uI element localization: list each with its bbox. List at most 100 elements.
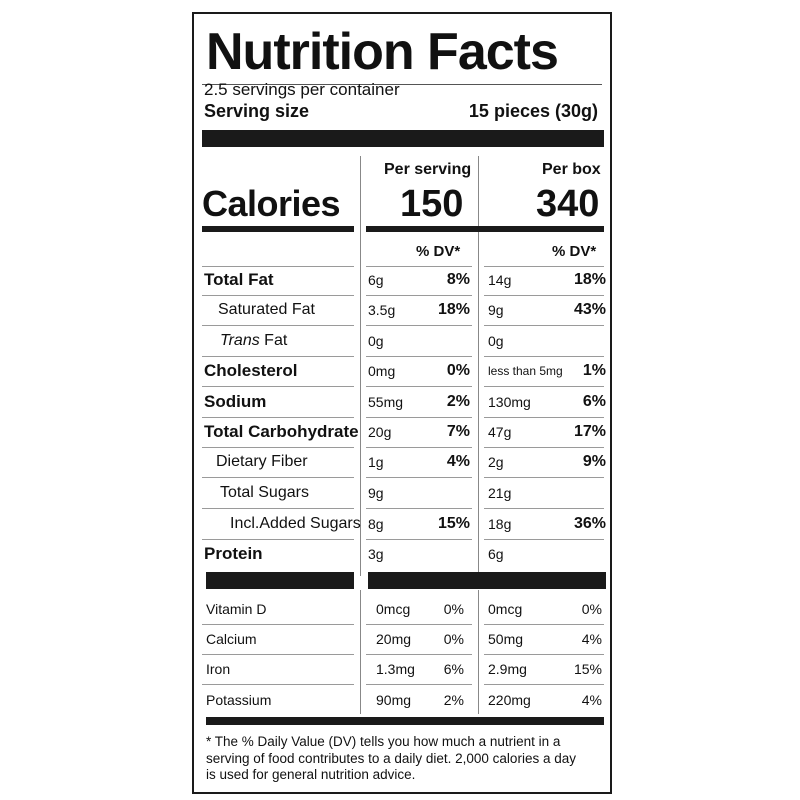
column-divider-left bbox=[360, 156, 361, 576]
row-divider bbox=[202, 356, 354, 357]
vitamin-box-dv: 4% bbox=[581, 692, 602, 708]
vitamin-box-amount: 220mg bbox=[488, 692, 531, 708]
nutrient-box-amount: 18g bbox=[488, 516, 512, 532]
calories-label: Calories bbox=[202, 183, 341, 224]
row-divider bbox=[366, 266, 472, 267]
row-divider bbox=[202, 624, 354, 625]
nutrient-name-italic: Trans bbox=[220, 332, 260, 349]
nutrient-serving-dv: 15% bbox=[437, 515, 470, 532]
nutrient-name-text: Sodium bbox=[204, 392, 267, 411]
thick-divider-bottom bbox=[206, 717, 604, 725]
vitamin-box-dv: 0% bbox=[581, 601, 602, 617]
nutrient-name-text: Total Sugars bbox=[220, 484, 309, 501]
vitamin-name: Vitamin D bbox=[206, 601, 267, 617]
row-divider bbox=[366, 447, 472, 448]
vitamin-serving-amount: 20mg bbox=[376, 631, 412, 647]
nutrient-name: Total Carbohydrate bbox=[204, 422, 359, 442]
nutrient-name-text: Saturated Fat bbox=[218, 301, 315, 318]
nutrient-name-text: Dietary Fiber bbox=[216, 453, 308, 470]
column-divider-left-vitamins bbox=[360, 590, 361, 714]
serving-size-label: Serving size bbox=[204, 101, 310, 121]
nutrient-serving-amount: 20g bbox=[368, 424, 392, 440]
row-divider bbox=[366, 654, 472, 655]
row-divider bbox=[366, 508, 472, 509]
nutrient-box-dv: 18% bbox=[573, 271, 606, 288]
nutrient-serving-amount: 8g bbox=[368, 516, 384, 532]
vitamin-serving-dv: 6% bbox=[443, 661, 464, 677]
nutrient-serving-dv: 0% bbox=[446, 362, 470, 379]
title-rule bbox=[202, 84, 602, 85]
vitamin-box-amount: 2.9mg bbox=[488, 661, 527, 677]
row-divider bbox=[202, 684, 354, 685]
nutrient-box-dv: 17% bbox=[573, 423, 606, 440]
nutrient-name: Total Sugars bbox=[220, 483, 309, 503]
nutrient-box-amount: 0g bbox=[488, 333, 504, 349]
nutrient-serving-dv: 2% bbox=[446, 393, 470, 410]
footnote: * The % Daily Value (DV) tells you how m… bbox=[206, 734, 576, 782]
nutrient-box-amount: 14g bbox=[488, 272, 512, 288]
calories-rule bbox=[202, 226, 354, 232]
row-divider bbox=[484, 684, 604, 685]
nutrient-name: Incl.Added Sugars bbox=[230, 514, 361, 534]
row-divider bbox=[366, 684, 472, 685]
vitamin-serving-dv: 2% bbox=[443, 692, 464, 708]
column-divider-right-vitamins bbox=[478, 590, 479, 714]
row-divider bbox=[484, 386, 604, 387]
row-divider bbox=[366, 477, 472, 478]
nutrient-name-text: Protein bbox=[204, 544, 263, 563]
row-divider bbox=[366, 356, 472, 357]
nutrient-serving-dv: 8% bbox=[446, 271, 470, 288]
nutrient-serving-amount: 0mg bbox=[368, 363, 396, 379]
row-divider bbox=[202, 539, 354, 540]
vitamin-name: Calcium bbox=[206, 631, 257, 647]
nutrient-box-dv: 1% bbox=[582, 362, 606, 379]
nutrient-name-text: Cholesterol bbox=[204, 361, 298, 380]
row-divider bbox=[484, 417, 604, 418]
nutrient-serving-amount: 9g bbox=[368, 485, 384, 501]
dv-header-serving: % DV* bbox=[416, 243, 461, 260]
nutrient-box-amount: 6g bbox=[488, 546, 504, 562]
vitamin-box-dv: 15% bbox=[573, 661, 602, 677]
nutrition-label: Nutrition Facts 2.5 servings per contain… bbox=[192, 12, 612, 794]
row-divider bbox=[484, 477, 604, 478]
nutrient-name-text: Total Carbohydrate bbox=[204, 422, 359, 441]
row-divider bbox=[202, 325, 354, 326]
thick-divider-vitamins-left bbox=[206, 572, 354, 589]
row-divider bbox=[202, 477, 354, 478]
row-divider bbox=[484, 654, 604, 655]
row-divider bbox=[484, 325, 604, 326]
vitamin-box-dv: 4% bbox=[581, 631, 602, 647]
row-divider bbox=[202, 508, 354, 509]
nutrient-name: Cholesterol bbox=[204, 361, 298, 381]
calories-rule-right bbox=[366, 226, 604, 232]
row-divider bbox=[484, 447, 604, 448]
thick-divider-vitamins-right bbox=[368, 572, 606, 589]
row-divider bbox=[484, 356, 604, 357]
vitamin-name: Potassium bbox=[206, 692, 272, 708]
nutrient-box-amount: 21g bbox=[488, 485, 512, 501]
vitamin-box-amount: 50mg bbox=[488, 631, 524, 647]
per-serving-header: Per serving bbox=[384, 161, 472, 178]
nutrient-box-dv: 43% bbox=[573, 301, 606, 318]
row-divider bbox=[366, 325, 472, 326]
label-title: Nutrition Facts bbox=[206, 23, 559, 81]
nutrient-box-amount: 47g bbox=[488, 424, 512, 440]
row-divider bbox=[484, 624, 604, 625]
row-divider bbox=[366, 386, 472, 387]
vitamin-serving-dv: 0% bbox=[443, 631, 464, 647]
row-divider bbox=[202, 654, 354, 655]
dv-header-box: % DV* bbox=[552, 243, 597, 260]
nutrient-box-dv: 36% bbox=[573, 515, 606, 532]
vitamin-serving-amount: 90mg bbox=[376, 692, 412, 708]
row-divider bbox=[202, 266, 354, 267]
nutrient-serving-dv: 18% bbox=[437, 301, 470, 318]
row-divider bbox=[202, 417, 354, 418]
row-divider bbox=[484, 508, 604, 509]
row-divider bbox=[366, 539, 472, 540]
nutrient-name-text: Total Fat bbox=[204, 270, 274, 289]
per-box-header: Per box bbox=[542, 161, 601, 178]
nutrient-box-amount: less than 5mg bbox=[488, 364, 563, 378]
nutrient-box-amount: 130mg bbox=[488, 394, 531, 410]
nutrient-name-text: Fat bbox=[259, 332, 288, 349]
nutrient-name: Trans Fat bbox=[220, 331, 287, 351]
